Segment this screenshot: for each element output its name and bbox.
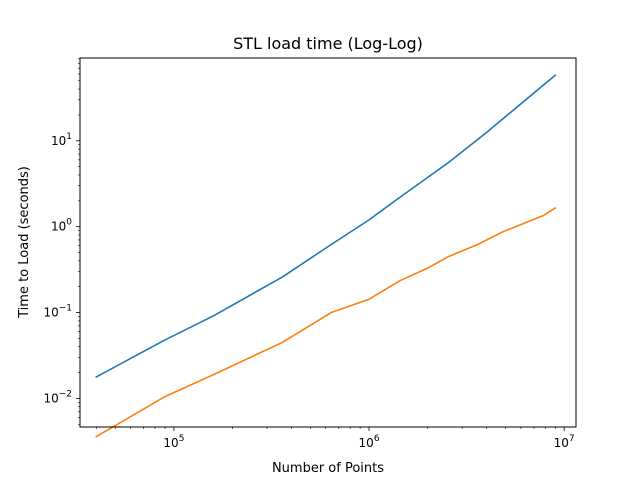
axes-frame: [79, 57, 577, 428]
plot-area: 105 106 107 10−2 10−1 100 101: [43, 58, 575, 450]
x-tick-label: 106: [359, 434, 380, 450]
series-line-2: [95, 206, 557, 438]
chart-title: STL load time (Log-Log): [233, 34, 423, 53]
y-tick-label: 100: [51, 218, 72, 234]
series-line-1: [95, 74, 557, 379]
x-axis-label: Number of Points: [272, 461, 384, 476]
y-axis-label: Time to Load (seconds): [17, 166, 32, 319]
y-tick-label: 101: [51, 132, 72, 148]
x-tick-label: 105: [163, 434, 184, 450]
y-tick-label: 10−2: [43, 389, 72, 405]
x-tick-label: 107: [554, 434, 575, 450]
y-tick-label: 10−1: [43, 304, 72, 320]
